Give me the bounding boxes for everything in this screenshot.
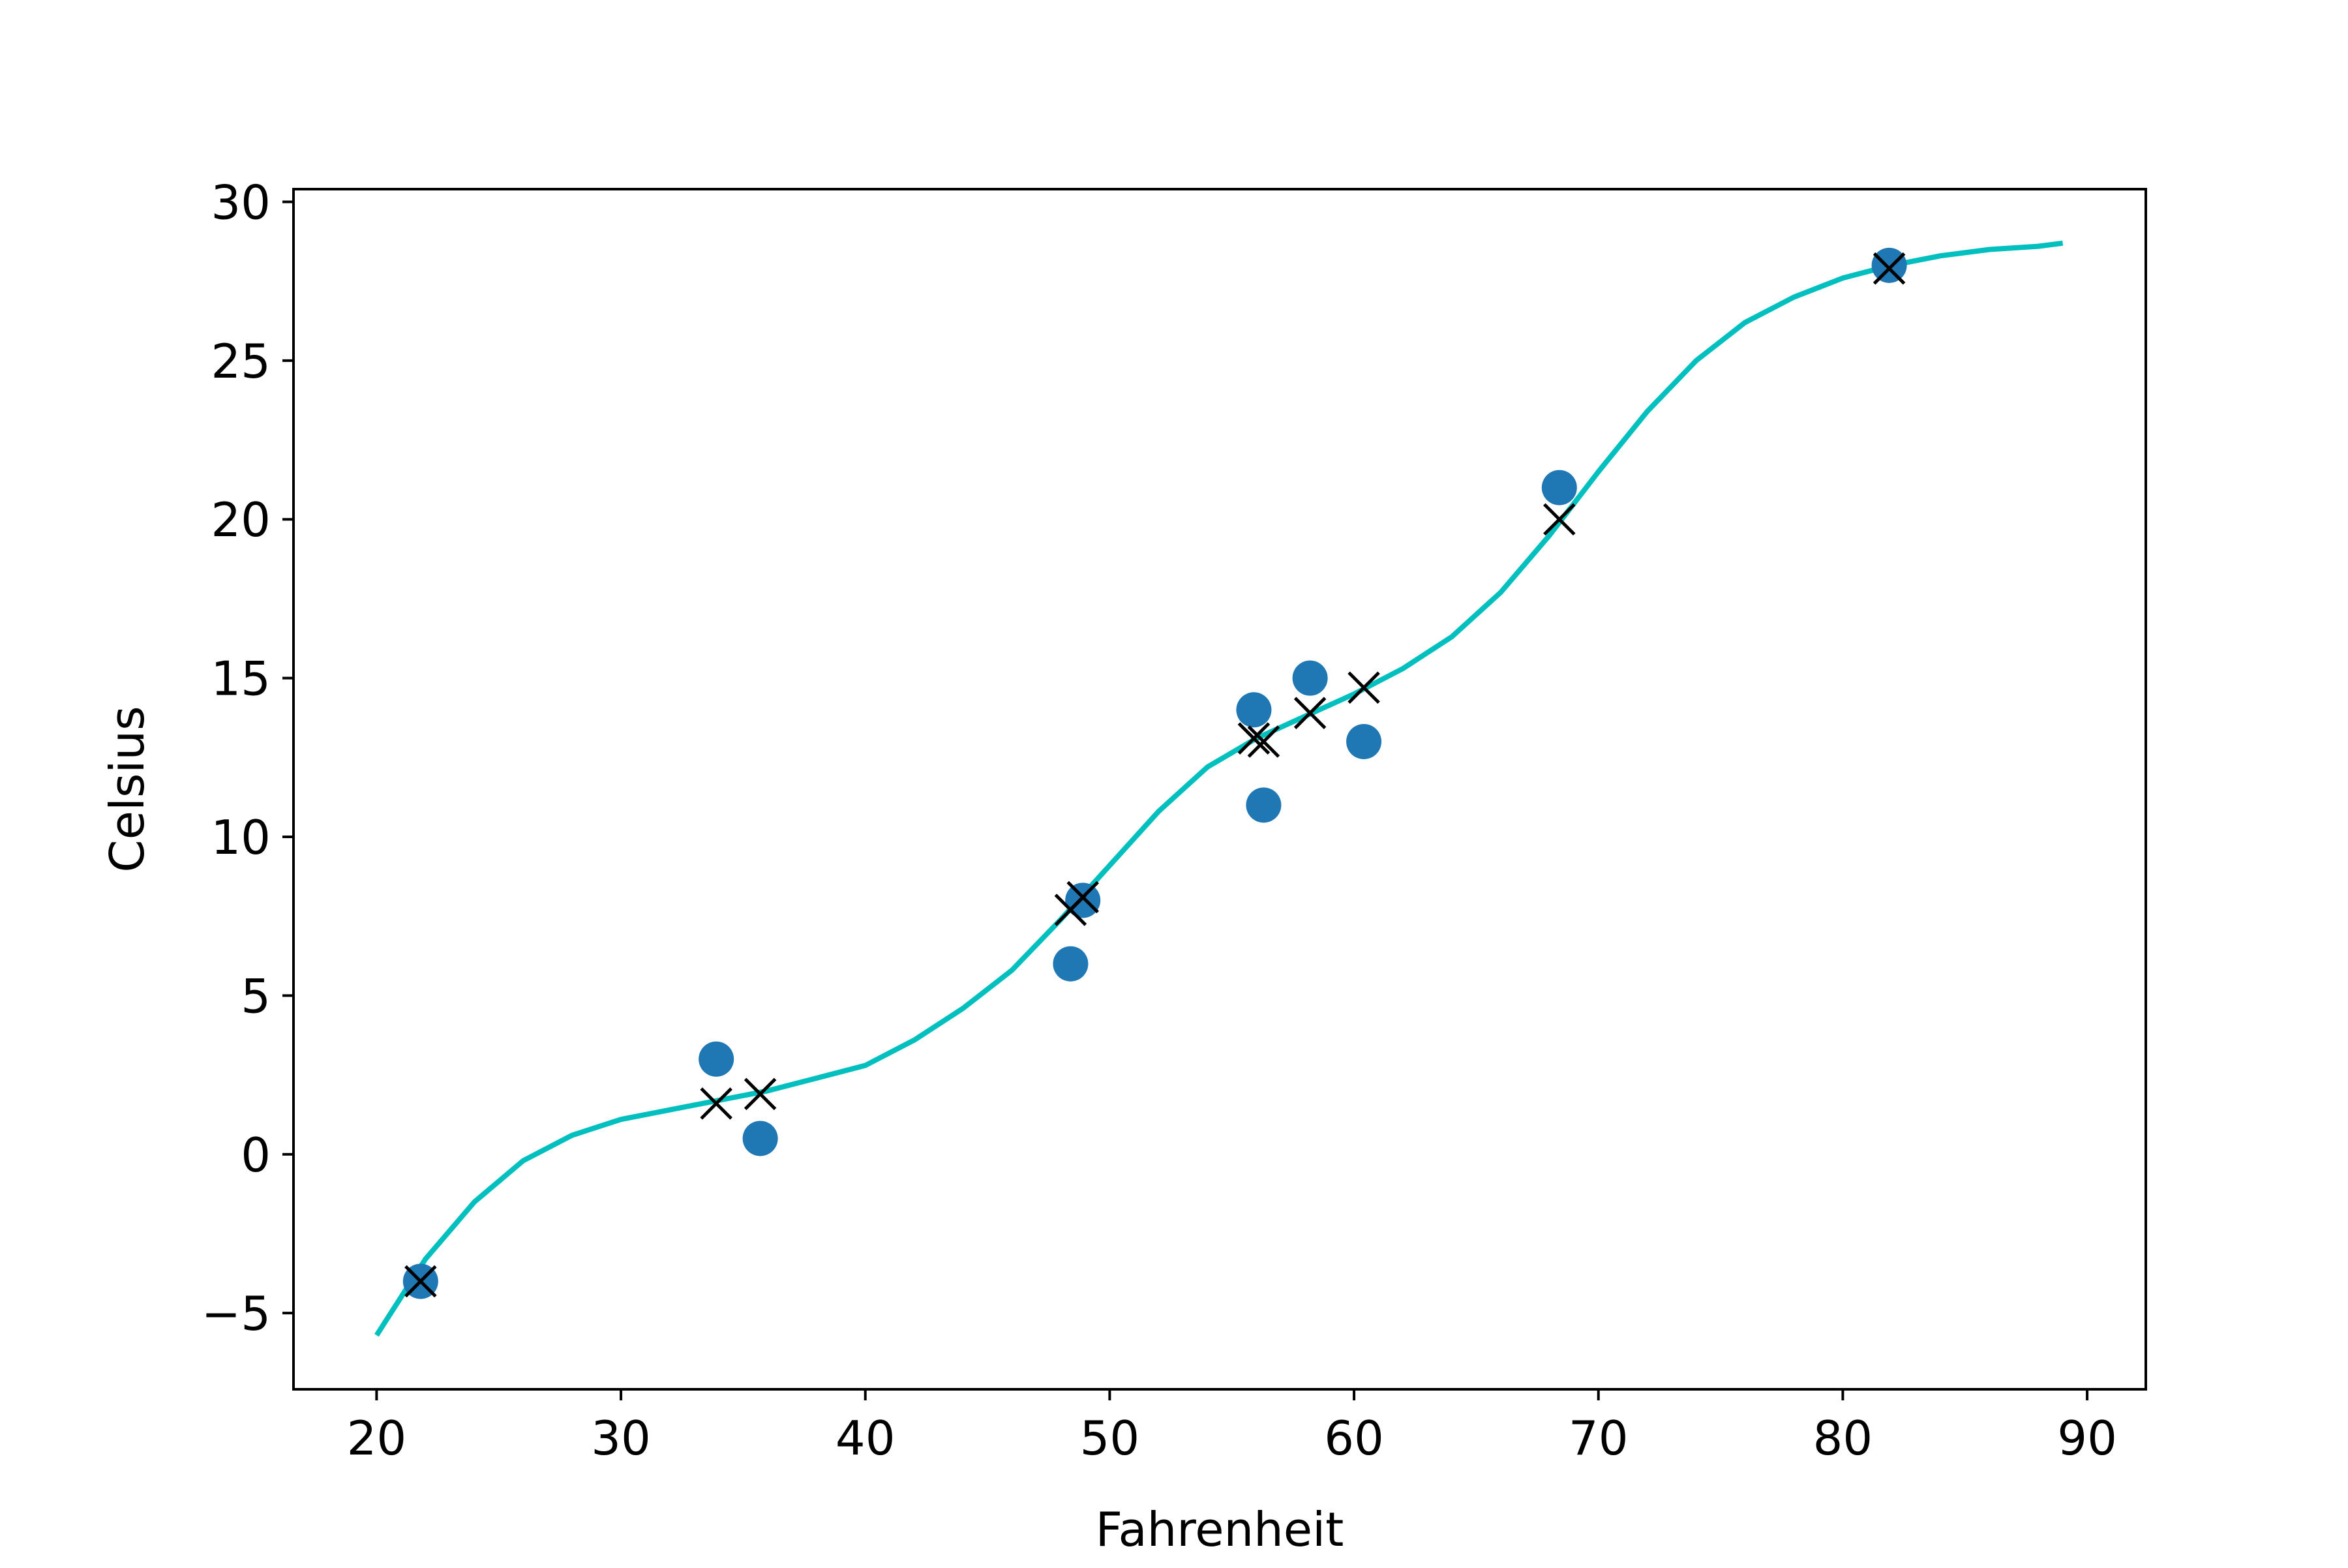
fit-curve-line: [374, 240, 2064, 1337]
x-tick-label: 40: [835, 1411, 896, 1466]
y-tick-label: 15: [211, 652, 271, 706]
x-tick-label: 70: [1569, 1411, 1629, 1466]
predicted-point-x-marker: [700, 1087, 732, 1120]
y-tick-label: 5: [241, 969, 271, 1023]
measured-point: [1246, 787, 1282, 823]
x-tick-label: 60: [1324, 1411, 1384, 1466]
predicted-point-x-marker: [1347, 671, 1380, 704]
y-tick-label: 0: [241, 1128, 271, 1183]
y-axis-label: Celsius: [100, 706, 155, 872]
predicted-point-x-marker: [1237, 722, 1271, 755]
y-tick-label: 10: [211, 810, 271, 865]
measured-point: [1053, 946, 1089, 982]
measured-point: [1871, 247, 1907, 283]
x-axis-label: Fahrenheit: [1096, 1502, 1344, 1557]
predicted-point-x-marker: [1247, 725, 1280, 758]
measured-point: [1346, 723, 1382, 759]
measured-point: [1292, 660, 1328, 696]
predicted-point-x-marker: [1293, 697, 1327, 729]
x-tick-label: 50: [1080, 1411, 1140, 1466]
y-tick-label: 30: [211, 175, 271, 230]
predicted-point-x-marker: [404, 1265, 437, 1298]
predicted-point-x-marker: [744, 1078, 777, 1111]
y-tick-label: −5: [202, 1286, 271, 1341]
measured-point: [742, 1121, 778, 1156]
measured-point: [1236, 692, 1272, 728]
predicted-point-x-marker: [1873, 252, 1906, 285]
x-tick-label: 90: [2057, 1411, 2117, 1466]
predicted-point-x-marker: [1543, 503, 1576, 536]
x-tick-label: 20: [347, 1411, 407, 1466]
plot-frame: [292, 188, 2147, 1391]
measured-point: [1541, 470, 1577, 505]
x-tick-label: 80: [1813, 1411, 1873, 1466]
x-tick-label: 30: [591, 1411, 651, 1466]
y-tick-label: 25: [211, 334, 271, 389]
y-tick-label: 20: [211, 492, 271, 547]
predicted-point-x-marker: [1054, 894, 1087, 926]
measured-point: [1065, 882, 1101, 918]
measured-point: [699, 1041, 734, 1077]
